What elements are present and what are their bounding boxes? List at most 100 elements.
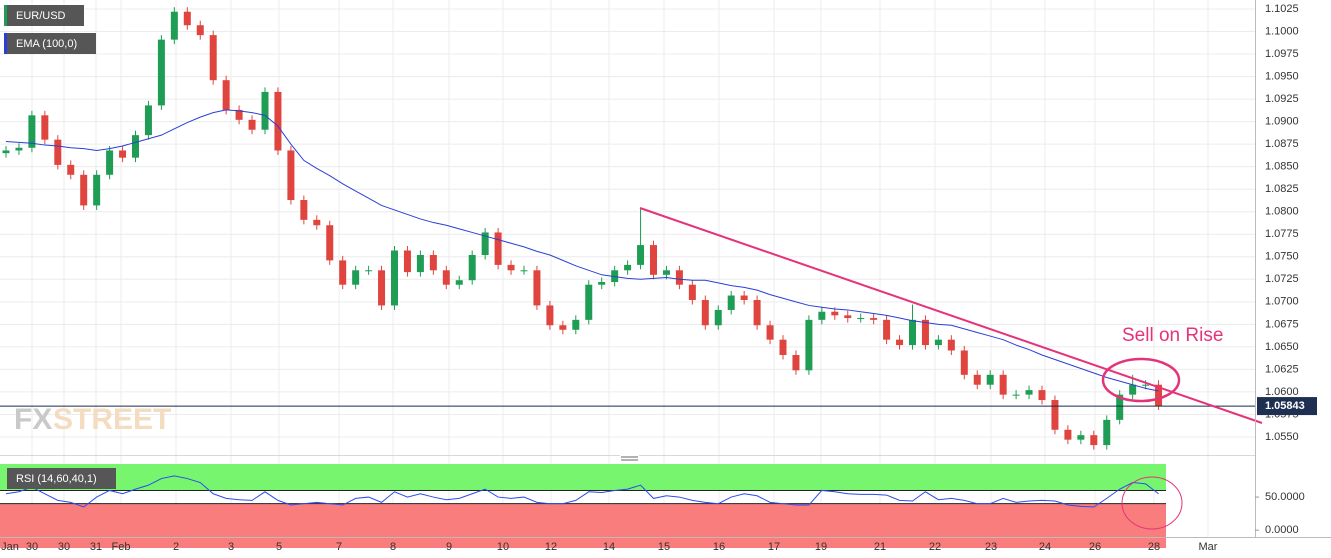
candle-body (818, 311, 826, 320)
candle-body (909, 319, 916, 346)
trend-line (639, 207, 1263, 424)
candle-body (80, 174, 88, 206)
y-tick-label: 1.0875 (1265, 138, 1299, 150)
candle-body (339, 260, 347, 285)
x-tick-label: 23 (985, 541, 997, 553)
x-tick-label: 28 (1148, 541, 1160, 553)
candle-body (274, 91, 282, 151)
candle-body (15, 147, 23, 151)
candle-body (1090, 435, 1098, 446)
legend-swatch (4, 33, 7, 54)
x-tick-label: 9 (446, 541, 452, 553)
candle-body (1064, 429, 1072, 440)
rsi-highlight-ellipse (1121, 476, 1183, 530)
candle-body (455, 280, 463, 285)
rsi-panel (0, 464, 1166, 548)
candle-body (986, 374, 994, 385)
candle-body (41, 115, 49, 140)
candle-body (883, 319, 891, 340)
candle-body (391, 250, 398, 306)
watermark-fx: FX (14, 403, 52, 436)
candle-body (973, 374, 981, 385)
legend-title: EUR/USD (16, 10, 66, 22)
candle-body (1103, 419, 1111, 446)
candle-body (896, 339, 904, 346)
rsi-line (5, 475, 1159, 508)
candle-body (468, 254, 476, 281)
highlight-ellipse (1101, 357, 1181, 403)
candle-body (196, 25, 204, 36)
candle-body (1142, 384, 1150, 386)
separator-handle (620, 455, 639, 461)
candle-body (481, 232, 489, 255)
candle-body (637, 245, 645, 265)
y-tick-label: 1.0975 (1265, 48, 1299, 60)
candle-body (442, 270, 450, 285)
y-tick-label: 1.0625 (1265, 363, 1299, 375)
candle-body (2, 150, 10, 154)
candle-body (170, 11, 178, 40)
x-tick-label: 7 (336, 541, 342, 553)
candle-body (1116, 394, 1124, 420)
y-tick-label: 1.0750 (1265, 251, 1299, 263)
y-tick-label: 1.0950 (1265, 70, 1299, 82)
x-tick-label: 5 (276, 541, 282, 553)
x-tick-label: 8 (390, 541, 396, 553)
y-tick-label: 1.0850 (1265, 161, 1299, 173)
candle-body (494, 232, 502, 265)
candle-body (1155, 384, 1163, 407)
candle-body (157, 39, 165, 106)
y-tick-label: 1.0925 (1265, 93, 1299, 105)
y-tick-label: 1.1025 (1265, 3, 1299, 15)
grid (0, 0, 1255, 537)
x-tick-label: 24 (1039, 541, 1051, 553)
candle-body (960, 350, 968, 375)
candle-body (352, 270, 360, 285)
x-tick-label: Jan (1, 541, 19, 553)
candle-body (727, 295, 735, 310)
last-price-label: 1.05843 (1265, 400, 1305, 412)
candle-body (921, 319, 929, 346)
candle-body (766, 325, 774, 340)
candle-body (740, 295, 748, 301)
legend-box (4, 468, 116, 489)
candle-body (844, 315, 852, 319)
candle-body (546, 305, 554, 326)
legend: EUR/USD EMA (100,0) RSI (14,60,40,1) (4, 5, 116, 489)
candle-body (520, 270, 528, 272)
candle-body (144, 105, 152, 136)
candle-body (779, 339, 787, 355)
candle-body (805, 319, 813, 371)
y-tick-label: 1.1000 (1265, 25, 1299, 37)
candle-body (222, 80, 230, 110)
ema-line (5, 109, 1159, 392)
y-tick-label: 1.0675 (1265, 318, 1299, 330)
y-tick-label: 1.0550 (1265, 431, 1299, 443)
y-tick-label: 1.0600 (1265, 386, 1299, 398)
candle-body (313, 219, 321, 226)
candle-body (93, 174, 101, 206)
candle-body (1129, 384, 1137, 395)
x-tick-label: 3 (228, 541, 234, 553)
upper-band (0, 464, 1166, 491)
candle-body (507, 264, 515, 271)
candle-body (28, 115, 36, 148)
candle-body (67, 164, 75, 175)
legend-rsi: RSI (14,60,40,1) (16, 473, 97, 485)
candle-body (1038, 390, 1046, 401)
candle-body (688, 284, 696, 301)
candle-body (1051, 400, 1059, 430)
x-tick-label: Feb (112, 541, 131, 553)
candle-body (572, 319, 580, 330)
candle-body (662, 270, 670, 275)
x-tick-label: 30 (26, 541, 38, 553)
candle-body (792, 354, 800, 371)
candle-body (378, 270, 386, 306)
x-tick-label: 21 (874, 541, 886, 553)
y-tick-label: 1.0700 (1265, 296, 1299, 308)
watermark: FX STREET (14, 403, 171, 436)
y-tick-label: 50.0000 (1265, 491, 1305, 503)
candle-body (132, 135, 139, 158)
annotation: Sell on Rise (1122, 325, 1223, 346)
x-tick-label: 2 (173, 541, 179, 553)
